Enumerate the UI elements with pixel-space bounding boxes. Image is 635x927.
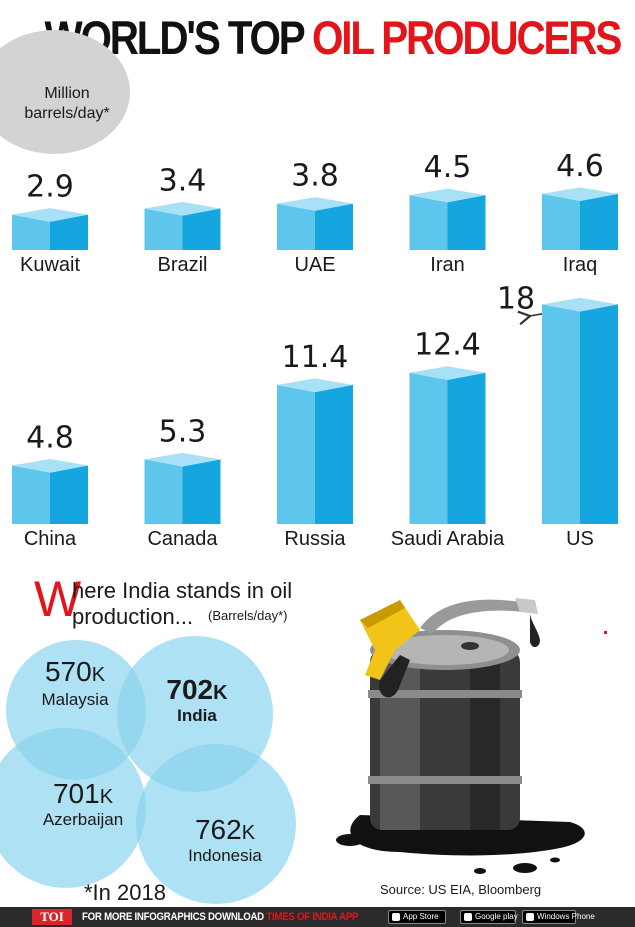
india-label: India bbox=[177, 706, 217, 725]
oil-barrel-illustration bbox=[336, 598, 585, 874]
google-play-badge[interactable]: Google play bbox=[460, 910, 518, 924]
bar-side-face bbox=[447, 372, 486, 524]
play-icon bbox=[464, 913, 472, 921]
bar-value-label: 4.6 bbox=[556, 149, 604, 184]
oil-drop bbox=[530, 614, 540, 648]
footer-text-1: FOR MORE INFOGRAPHICS DOWNLOAD bbox=[82, 911, 267, 923]
bar-us bbox=[542, 297, 618, 524]
bar-iran bbox=[409, 188, 486, 250]
bar-top-face bbox=[277, 378, 353, 393]
bar-category-label: Brazil bbox=[157, 254, 207, 276]
bar-value-label: 2.9 bbox=[26, 170, 74, 205]
source-note: Source: US EIA, Bloomberg bbox=[380, 882, 542, 897]
bar-kuwait bbox=[12, 208, 88, 250]
azerbaijan-value: 701K bbox=[52, 778, 114, 809]
bar-category-label: Russia bbox=[284, 528, 346, 550]
bar-russia bbox=[277, 378, 353, 524]
bar-top-face bbox=[542, 297, 618, 312]
bar-saudi-arabia bbox=[409, 366, 486, 524]
bar-top-face bbox=[409, 188, 486, 203]
bar-top-face bbox=[12, 208, 88, 222]
nozzle-tip bbox=[515, 598, 538, 614]
bar-top-face bbox=[542, 187, 618, 202]
footer-bar: TOI FOR MORE INFOGRAPHICS DOWNLOAD TIMES… bbox=[0, 907, 635, 927]
bar-front-face bbox=[144, 459, 183, 524]
bar-front-face bbox=[409, 372, 448, 524]
bar-value-label: 12.4 bbox=[414, 328, 481, 363]
bar-front-face bbox=[409, 195, 448, 250]
bar-front-face bbox=[542, 304, 580, 524]
bar-front-face bbox=[12, 214, 50, 250]
bar-value-label: 18 bbox=[497, 281, 535, 316]
bar-brazil bbox=[144, 202, 221, 250]
indonesia-label: Indonesia bbox=[188, 846, 262, 865]
title-part-2: OIL PRODUCERS bbox=[311, 11, 622, 64]
bar-canada bbox=[144, 452, 221, 524]
bar-category-label: Iran bbox=[430, 254, 464, 276]
india-heading-line-1: here India stands in oil bbox=[72, 578, 293, 603]
malaysia-label: Malaysia bbox=[41, 690, 109, 709]
bar-top-face bbox=[144, 452, 221, 467]
bar-value-label: 3.4 bbox=[159, 164, 207, 199]
footnote: *In 2018 bbox=[84, 880, 166, 905]
apple-icon bbox=[392, 913, 400, 921]
fuel-hose bbox=[420, 599, 525, 634]
bar-side-face bbox=[182, 208, 221, 250]
circle-azerbaijan bbox=[0, 728, 146, 888]
bar-front-face bbox=[277, 384, 315, 524]
bar-side-face bbox=[447, 195, 486, 250]
bar-side-face bbox=[580, 193, 618, 250]
toi-logo[interactable]: TOI bbox=[32, 909, 72, 925]
bar-category-label: China bbox=[24, 528, 77, 550]
bar-category-label: Canada bbox=[147, 528, 218, 550]
malaysia-value: 570K bbox=[44, 656, 106, 687]
bar-category-label: Kuwait bbox=[20, 254, 80, 276]
bar-top-face bbox=[12, 458, 88, 473]
app-store-badge[interactable]: App Store bbox=[388, 910, 446, 924]
bar-side-face bbox=[315, 203, 353, 250]
bar-side-face bbox=[50, 214, 88, 250]
bar-category-label: Iraq bbox=[563, 254, 597, 276]
unit-label: Million barrels/day* bbox=[12, 84, 122, 124]
india-heading-initial: W bbox=[34, 571, 82, 627]
windows-phone-badge[interactable]: Windows Phone bbox=[522, 910, 595, 924]
bar-top-face bbox=[277, 197, 353, 211]
bar-category-label: UAE bbox=[294, 254, 335, 276]
bar-front-face bbox=[144, 208, 183, 250]
windows-icon bbox=[526, 913, 534, 921]
bar-value-label: 11.4 bbox=[282, 340, 349, 375]
india-value: 702K bbox=[166, 674, 228, 705]
bar-uae bbox=[277, 197, 353, 250]
bar-value-label: 3.8 bbox=[291, 159, 339, 194]
bar-value-label: 5.3 bbox=[159, 414, 207, 449]
india-unit: (Barrels/day*) bbox=[208, 608, 288, 623]
bar-top-face bbox=[144, 202, 221, 216]
bar-category-label: Saudi Arabia bbox=[391, 528, 505, 550]
bar-side-face bbox=[580, 304, 618, 524]
footer-promo-text: FOR MORE INFOGRAPHICS DOWNLOAD TIMES OF … bbox=[82, 911, 358, 923]
bar-front-face bbox=[12, 465, 50, 524]
bar-value-label: 4.8 bbox=[26, 420, 74, 455]
bar-front-face bbox=[542, 193, 580, 250]
decorative-dot bbox=[604, 631, 607, 634]
bar-value-label: 4.5 bbox=[424, 150, 472, 185]
india-heading-line-2: production... bbox=[72, 604, 194, 629]
bar-category-label: US bbox=[566, 528, 594, 550]
azerbaijan-label: Azerbaijan bbox=[42, 810, 124, 829]
indonesia-value: 762K bbox=[194, 814, 256, 845]
bar-top-face bbox=[409, 366, 486, 380]
unit-line-2: barrels/day* bbox=[24, 105, 110, 122]
bar-side-face bbox=[50, 465, 88, 524]
bar-chart: 2.9 Kuwait 3.4 Brazil 3.8 UAE 4.5 Iran 4.6 Iraq 4.… bbox=[12, 149, 618, 550]
bar-iraq bbox=[542, 187, 618, 250]
unit-line-1: Million bbox=[44, 85, 90, 102]
unit-badge bbox=[0, 30, 130, 154]
circle-indonesia bbox=[136, 744, 296, 904]
bar-side-face bbox=[182, 459, 221, 524]
bar-front-face bbox=[277, 203, 315, 250]
bar-side-face bbox=[315, 384, 353, 524]
footer-text-2: TIMES OF INDIA APP bbox=[266, 911, 359, 923]
bar-china bbox=[12, 458, 88, 524]
